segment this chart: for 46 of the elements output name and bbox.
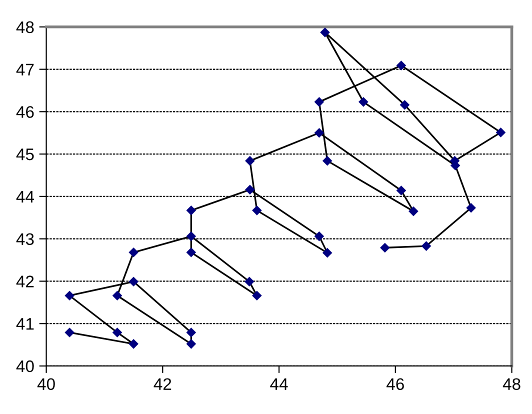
point	[128, 339, 138, 349]
point	[245, 156, 255, 166]
y-tick-label: 42	[16, 276, 34, 288]
point	[186, 339, 196, 349]
y-tick-label: 45	[16, 148, 34, 160]
point	[128, 277, 138, 286]
point	[396, 60, 406, 70]
point	[496, 128, 506, 138]
point	[64, 290, 74, 300]
point	[322, 248, 332, 258]
point	[252, 290, 262, 300]
point	[322, 156, 332, 166]
y-tick-label: 41	[16, 318, 34, 330]
x-tick-label: 44	[270, 378, 288, 390]
point	[252, 206, 262, 216]
point	[358, 97, 368, 107]
y-tick-label: 44	[16, 191, 34, 202]
point	[245, 185, 255, 194]
point	[314, 128, 324, 138]
point	[112, 290, 122, 300]
point	[186, 328, 196, 338]
point	[244, 277, 254, 286]
y-tick-label: 47	[16, 64, 34, 76]
point	[128, 248, 138, 258]
x-tick-label: 40	[37, 378, 55, 390]
point	[380, 243, 390, 252]
point	[320, 28, 330, 38]
point	[314, 232, 324, 241]
point	[112, 328, 122, 338]
point	[186, 248, 196, 258]
point	[422, 241, 431, 251]
point	[396, 186, 406, 196]
point	[64, 328, 74, 338]
point	[400, 100, 410, 110]
point	[408, 206, 418, 216]
x-tick-label: 42	[154, 378, 172, 390]
point	[186, 206, 196, 216]
y-tick-label: 48	[16, 21, 34, 34]
y-tick-label: 40	[16, 360, 34, 372]
point	[314, 97, 324, 107]
x-tick-label: 48	[502, 378, 520, 390]
y-tick-label: 46	[16, 106, 34, 118]
point	[186, 232, 196, 241]
x-tick-label: 46	[386, 378, 404, 390]
y-tick-label: 43	[16, 233, 34, 246]
point	[466, 203, 476, 213]
